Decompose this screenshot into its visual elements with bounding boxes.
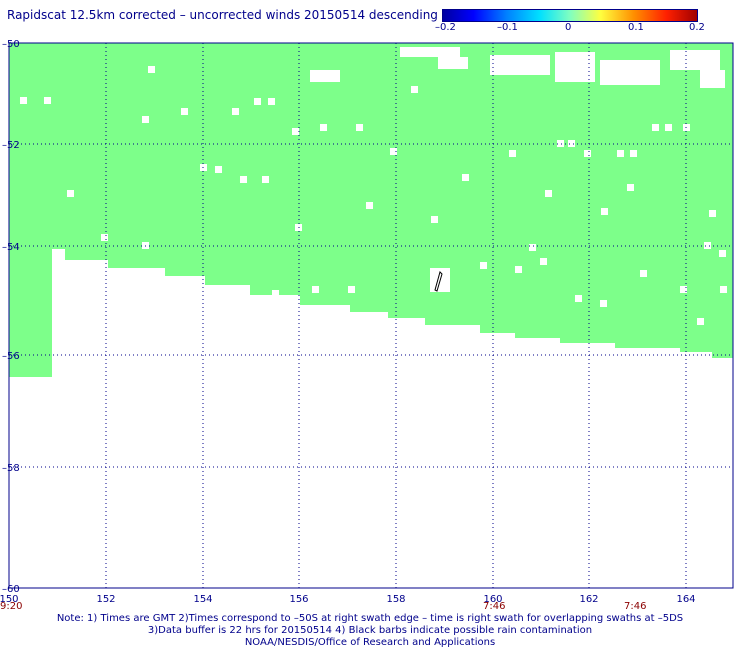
lat-tick-label: –52 [2,140,20,151]
swath-time-label: 9:20 [0,601,22,612]
colorbar-tick: –0.1 [497,22,518,33]
lat-tick-label: –50 [2,39,20,50]
lon-tick-label: 150 [0,594,19,605]
lon-tick-label: 162 [579,594,598,605]
colorbar-tick: –0.2 [435,22,456,33]
data-gaps [310,47,725,292]
colorbar-tick: 0 [565,22,572,33]
lon-tick-label: 160 [483,594,502,605]
swath-time-label: 7:46 [624,601,646,612]
map-title: Rapidscat 12.5km corrected – uncorrected… [7,8,438,22]
swath-time-label: 7:46 [483,601,505,612]
note-line: Note: 1) Times are GMT 2)Times correspon… [56,613,684,624]
colorbar [442,9,698,22]
lon-tick-label: 158 [386,594,405,605]
lat-tick-label: –56 [2,351,20,362]
map-frame [8,42,734,589]
colorbar-tick: 0.1 [628,22,644,33]
lat-tick-label: –54 [2,242,20,253]
wind-swath [9,43,733,377]
colorbar-tick: 0.2 [689,22,705,33]
lat-tick-label: –60 [2,584,20,595]
lon-tick-label: 156 [289,594,308,605]
lon-tick-label: 164 [676,594,695,605]
footnotes: Note: 1) Times are GMT 2)Times correspon… [0,613,740,649]
lon-tick-label: 154 [193,594,212,605]
lon-tick-label: 152 [96,594,115,605]
grid [9,43,733,588]
lat-tick-label: –58 [2,463,20,474]
note-line: 3)Data buffer is 22 hrs for 20150514 4) … [147,625,593,636]
rain-barb [434,271,443,292]
note-line: NOAA/NESDIS/Office of Research and Appli… [244,637,496,648]
